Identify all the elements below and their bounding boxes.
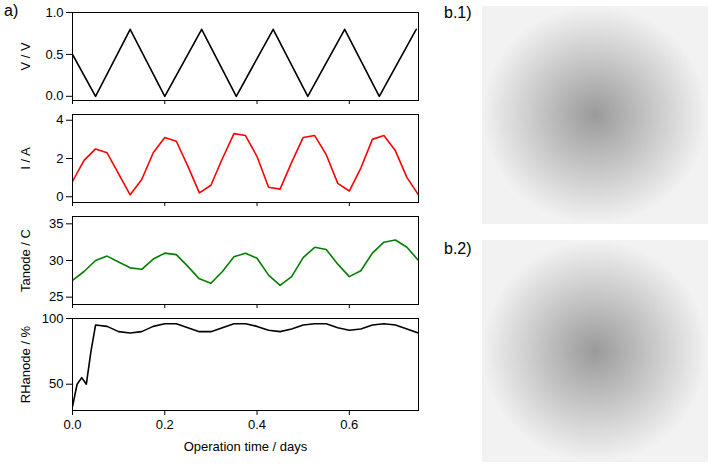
svg-text:25: 25 — [49, 289, 63, 304]
html-text:b.1): b.1) — [444, 4, 472, 21]
svg-text:2: 2 — [56, 151, 63, 166]
svg-text:35: 35 — [49, 216, 63, 231]
svg-text:1.0: 1.0 — [45, 6, 63, 20]
svg-text:Tanode / C: Tanode / C — [18, 229, 33, 292]
svg-text:4: 4 — [56, 112, 63, 127]
svg-text:100: 100 — [42, 312, 64, 326]
svg-text:0.5: 0.5 — [45, 47, 63, 62]
svg-text:0.0: 0.0 — [63, 417, 81, 432]
svg-text:50: 50 — [49, 376, 63, 391]
svg-text:0.0: 0.0 — [45, 88, 63, 103]
svg-text:RHanode / %: RHanode / % — [18, 325, 33, 403]
html-text:b.2): b.2) — [444, 240, 472, 257]
svg-text:0.4: 0.4 — [248, 417, 266, 432]
svg-text:0.2: 0.2 — [156, 417, 174, 432]
html-text:a): a) — [4, 2, 19, 19]
svg-text:I / A: I / A — [18, 147, 33, 170]
svg-text:Operation time / days: Operation time / days — [184, 439, 308, 454]
svg-text:30: 30 — [49, 253, 63, 268]
svg-text:0: 0 — [56, 189, 63, 204]
svg-text:0.6: 0.6 — [340, 417, 358, 432]
svg-text:V / V: V / V — [18, 42, 33, 71]
